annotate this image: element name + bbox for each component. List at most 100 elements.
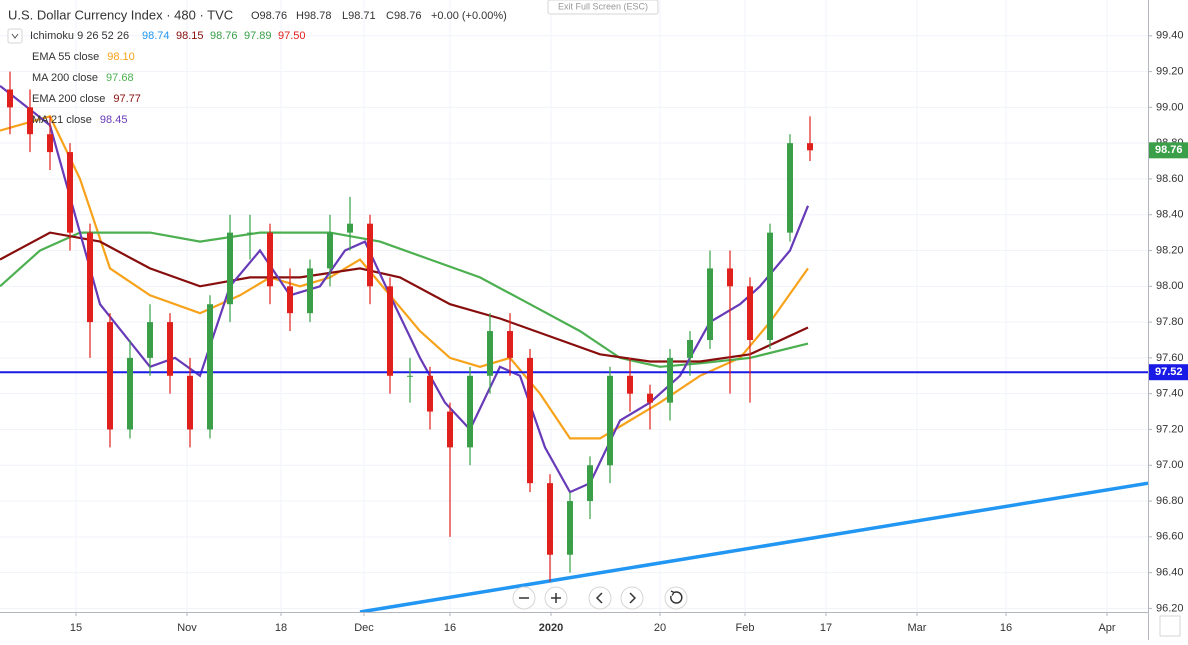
- candle-body: [727, 268, 733, 287]
- y-tick-label: 96.80: [1156, 495, 1184, 507]
- candle-body: [627, 375, 633, 394]
- legend-label: MA 21 close: [32, 114, 92, 126]
- y-tick-label: 98.20: [1156, 244, 1184, 256]
- chart-title: U.S. Dollar Currency Index · 480 · TVC: [8, 7, 233, 22]
- reset-button[interactable]: [664, 586, 688, 610]
- indicator-line: [0, 231, 809, 363]
- candle-body: [87, 232, 93, 323]
- scroll-left-button[interactable]: [588, 586, 612, 610]
- candle-body: [307, 268, 313, 314]
- low: L98.71: [342, 10, 376, 22]
- candle-body: [427, 375, 433, 412]
- x-tick-label: Mar: [908, 622, 927, 634]
- legend-label: Ichimoku 9 26 52 26: [30, 30, 129, 42]
- legend-value: 98.76: [210, 30, 238, 42]
- candle-body: [467, 375, 473, 448]
- candle-body: [387, 286, 393, 376]
- candle-body: [527, 357, 533, 484]
- candle-body: [507, 331, 513, 358]
- y-tick-label: 97.60: [1156, 352, 1184, 364]
- x-tick-label: 17: [820, 622, 832, 634]
- y-tick-label: 97.40: [1156, 388, 1184, 400]
- x-tick-label: 20: [654, 622, 666, 634]
- candle-body: [547, 483, 553, 555]
- candle-body: [787, 143, 793, 233]
- candle-body: [347, 223, 353, 233]
- candle-body: [7, 89, 13, 108]
- x-tick-label: Dec: [354, 622, 374, 634]
- x-tick-label: 16: [444, 622, 456, 634]
- candle-body: [67, 152, 73, 233]
- legend-value: 97.89: [244, 30, 272, 42]
- candle-body: [187, 375, 193, 430]
- overlay: U.S. Dollar Currency Index · 480 · TVC O…: [7, 0, 1181, 637]
- x-tick-label: Apr: [1098, 622, 1115, 634]
- indicator-line: [0, 114, 809, 440]
- chevron-icon: [11, 33, 19, 39]
- scroll-right-button[interactable]: [620, 586, 644, 610]
- candle-body: [367, 223, 373, 287]
- candle-body: [647, 393, 653, 403]
- candle-body: [767, 232, 773, 340]
- trend-line: [359, 481, 1148, 612]
- plot: [0, 0, 1148, 612]
- right-icon: [629, 592, 637, 604]
- left-icon: [595, 592, 603, 604]
- candle-body: [807, 143, 813, 151]
- x-tick-label: 15: [70, 622, 82, 634]
- hline-price-label: 97.52: [1155, 366, 1183, 378]
- indicator-line: [0, 85, 810, 494]
- legend-value: 97.68: [106, 72, 134, 84]
- y-tick-label: 96.40: [1156, 567, 1184, 579]
- legend-value: 98.45: [100, 114, 128, 126]
- candle-body: [447, 411, 453, 448]
- candle-body: [227, 232, 233, 305]
- candle-body: [747, 286, 753, 340]
- candle-body: [327, 232, 333, 269]
- last-price-box: [1149, 142, 1188, 159]
- candle-body: [667, 357, 673, 403]
- y-tick-label: 96.20: [1156, 602, 1184, 614]
- y-tick-label: 96.60: [1156, 531, 1184, 543]
- candle-body: [247, 232, 253, 234]
- exit-fullscreen-button[interactable]: [547, 0, 659, 15]
- candle-body: [407, 375, 413, 377]
- reset-icon: [670, 591, 683, 604]
- legend-value: 97.77: [113, 93, 141, 105]
- change: +0.00 (+0.00%): [431, 10, 507, 22]
- open: O98.76: [251, 10, 287, 22]
- hline-price-box: [1149, 364, 1188, 381]
- candle-body: [47, 134, 53, 153]
- reset-icon: [670, 590, 675, 596]
- y-tick-label: 98.40: [1156, 209, 1184, 221]
- y-tick-label: 99.00: [1156, 101, 1184, 113]
- x-tick-label: 18: [275, 622, 287, 634]
- candle-body: [207, 304, 213, 430]
- exit-fullscreen-label: Exit Full Screen (ESC): [558, 1, 648, 11]
- legend-label: MA 200 close: [32, 72, 98, 84]
- legend-toggle[interactable]: [7, 28, 23, 44]
- candle-body: [267, 232, 273, 287]
- x-tick-label: 16: [1000, 622, 1012, 634]
- x-tick-label: 2020: [539, 622, 563, 634]
- y-tick-label: 98.00: [1156, 280, 1184, 292]
- candle-body: [287, 286, 293, 314]
- candle-body: [567, 501, 573, 555]
- candle-body: [707, 268, 713, 340]
- y-tick-label: 97.20: [1156, 423, 1184, 435]
- legend-label: EMA 200 close: [32, 93, 105, 105]
- y-tick-label: 97.00: [1156, 459, 1184, 471]
- settings-button[interactable]: [1159, 615, 1181, 637]
- candle-body: [587, 465, 593, 502]
- candle-body: [127, 357, 133, 430]
- candle-body: [687, 340, 693, 358]
- high: H98.78: [296, 10, 331, 22]
- close: C98.76: [386, 10, 421, 22]
- candle-body: [147, 322, 153, 358]
- candle-body: [107, 322, 113, 430]
- last-price-label: 98.76: [1155, 144, 1183, 156]
- legend-label: EMA 55 close: [32, 51, 99, 63]
